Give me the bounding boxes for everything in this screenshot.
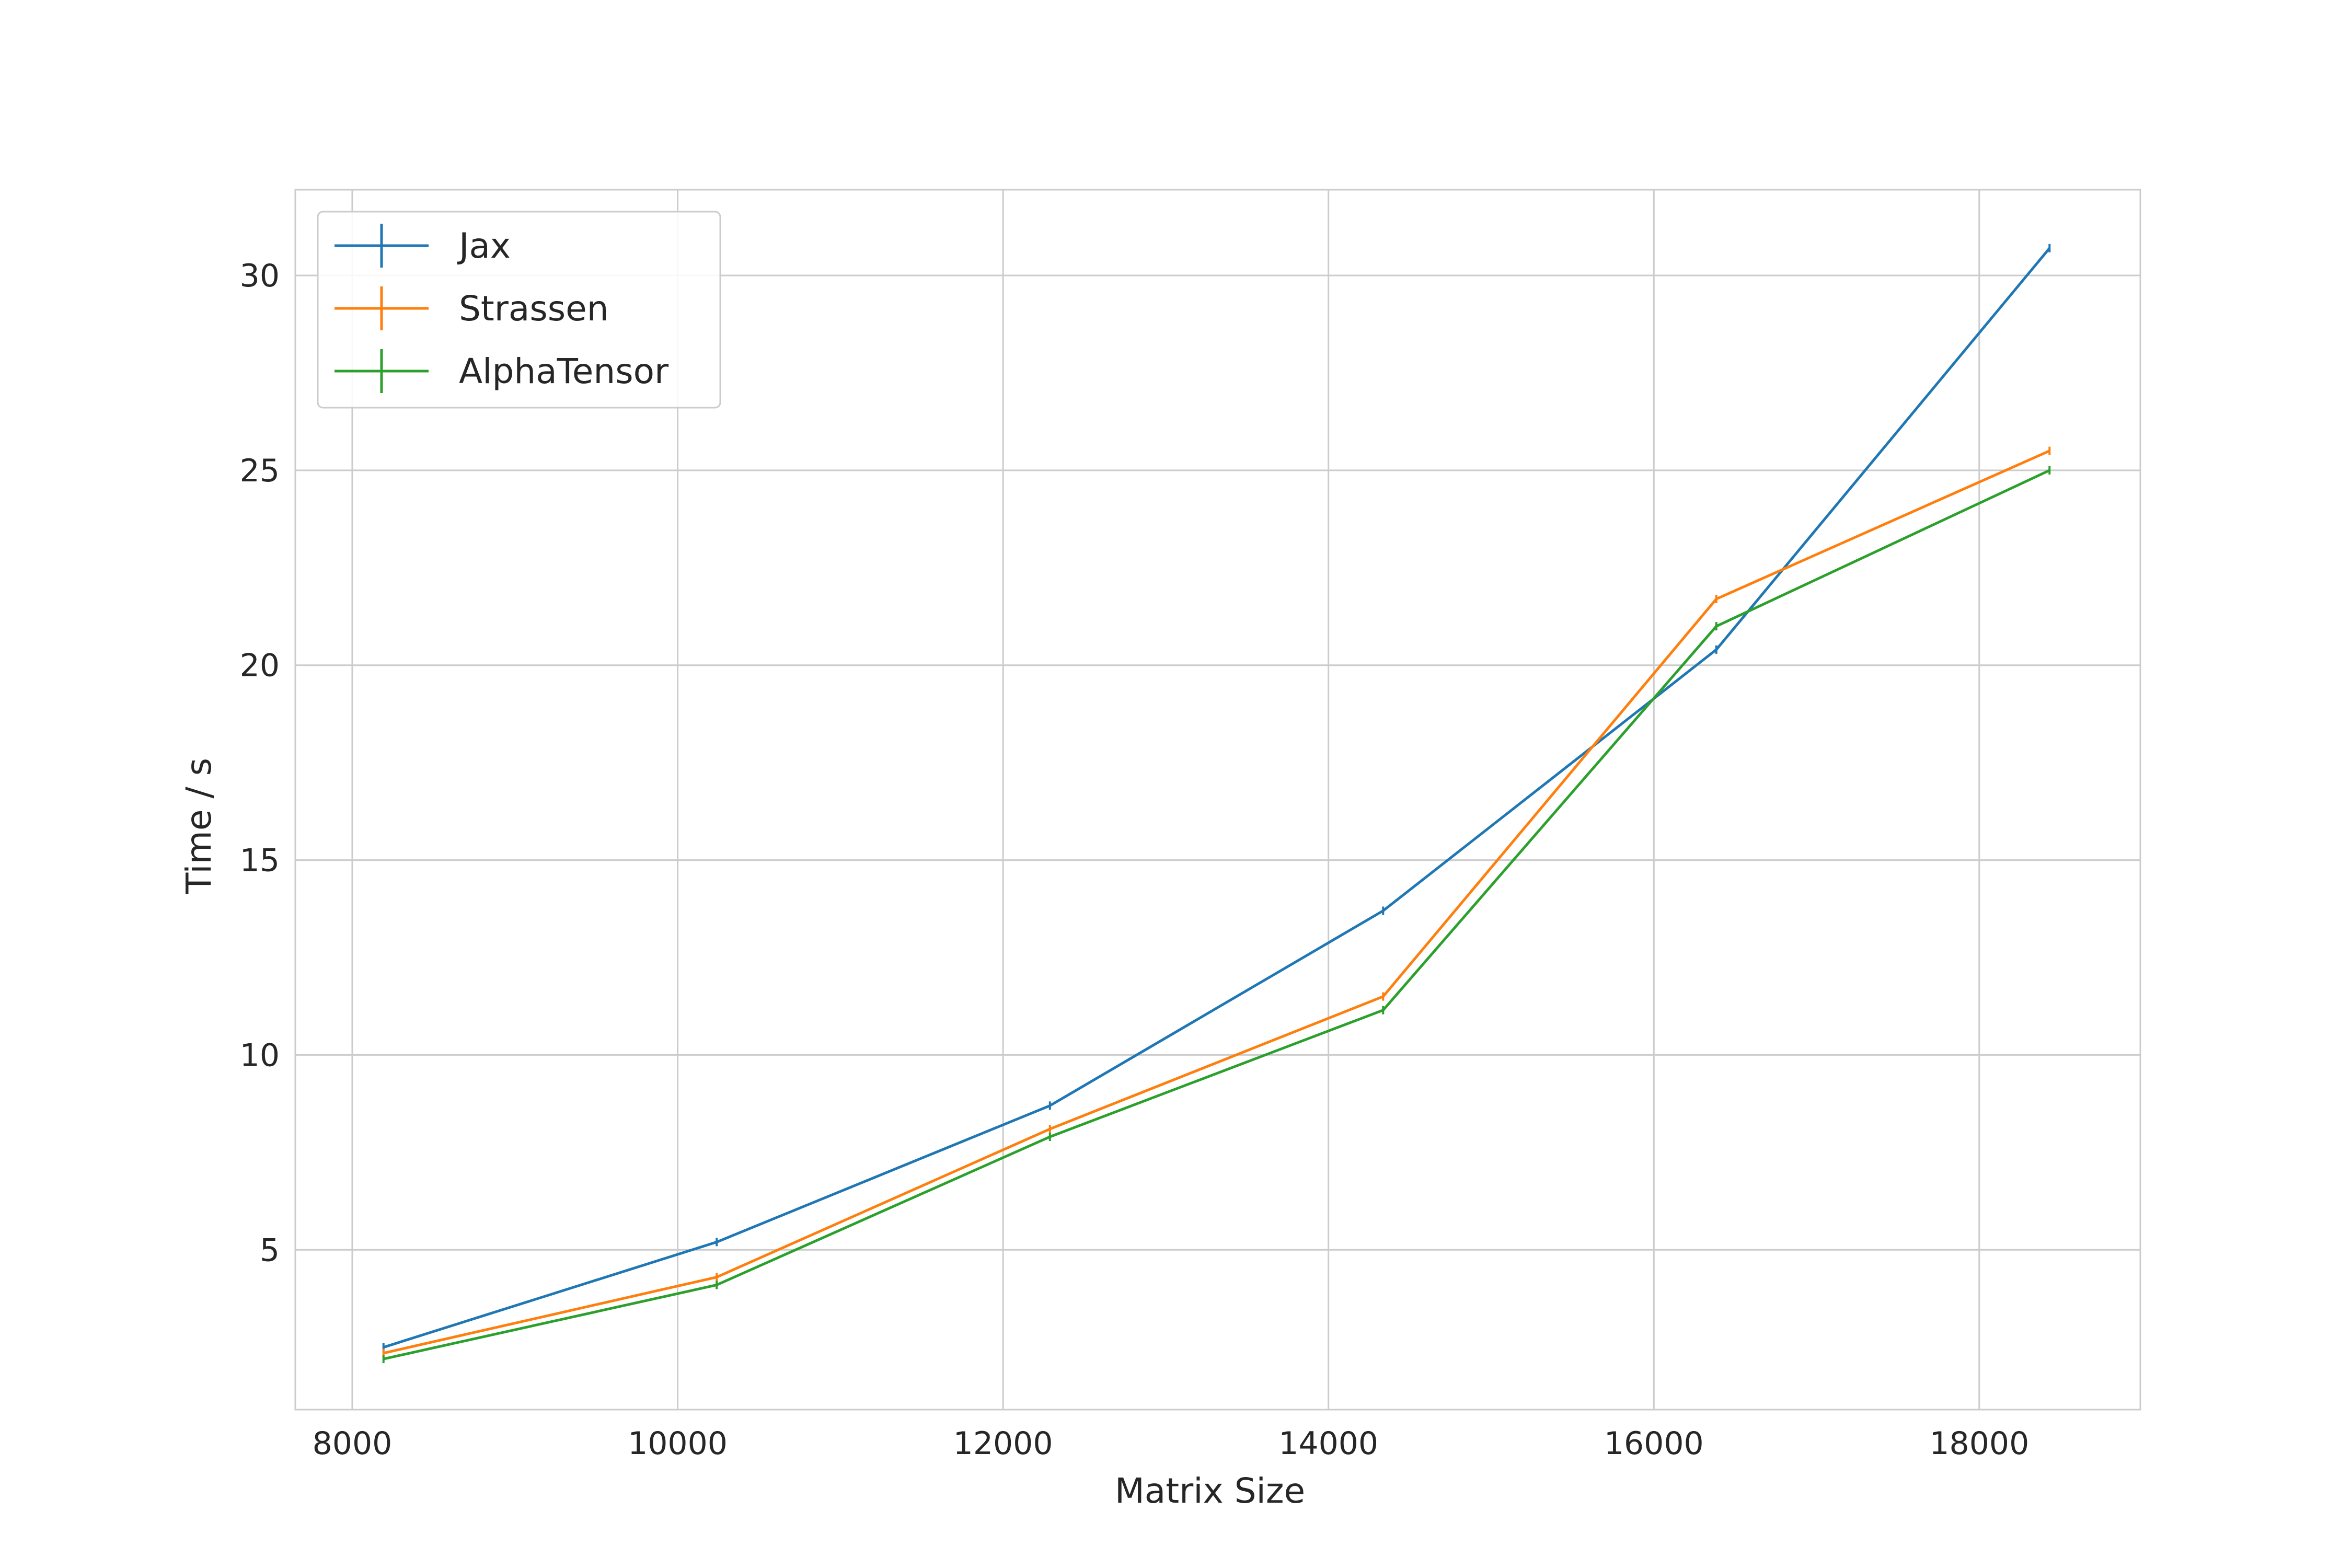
x-tick-label: 8000: [313, 1425, 393, 1462]
x-tick-label: 12000: [953, 1425, 1053, 1462]
series-line-alphatensor: [383, 469, 2050, 1361]
legend-label-jax: Jax: [457, 226, 511, 266]
y-tick-label: 10: [240, 1037, 280, 1074]
legend: Jax Strassen AlphaTensor: [317, 211, 721, 409]
x-tick-label: 18000: [1929, 1425, 2029, 1462]
y-tick-label: 5: [260, 1232, 280, 1269]
y-axis-label: Time / s: [179, 758, 219, 894]
legend-box: [317, 211, 721, 409]
series-line-jax: [383, 247, 2051, 1349]
y-tick-label: 15: [240, 843, 280, 879]
y-tick-label: 25: [240, 453, 280, 489]
y-tick-label: 20: [240, 648, 280, 684]
x-tick-label: 16000: [1604, 1425, 1704, 1462]
x-axis-label: Matrix Size: [1115, 1471, 1305, 1511]
plot-frame: [294, 189, 2141, 1411]
plot-area: 8000 10000 12000 14000 16000 18000 5 10 15 20 25 30: [240, 189, 2141, 1462]
legend-label-alphatensor: AlphaTensor: [459, 351, 669, 391]
x-tick-label: 14000: [1278, 1425, 1378, 1462]
y-tick-label: 30: [240, 258, 280, 294]
legend-label-strassen: Strassen: [459, 289, 609, 329]
x-tick-label: 10000: [628, 1425, 728, 1462]
series-line-strassen: [383, 449, 2050, 1355]
